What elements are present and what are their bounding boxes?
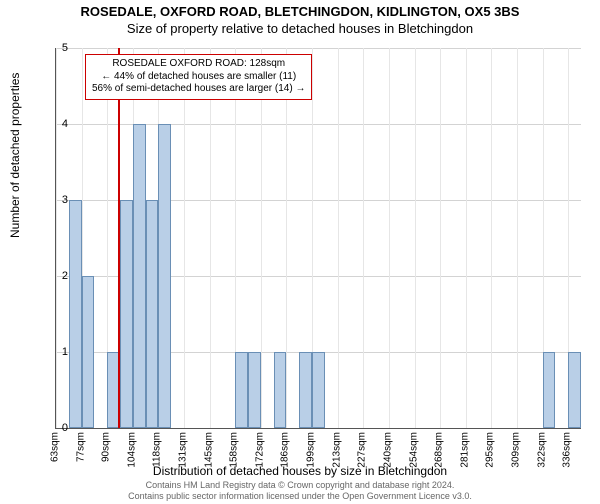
chart-area [55, 48, 580, 428]
x-tick-label: 63sqm [50, 432, 61, 462]
y-tick-label: 1 [48, 346, 68, 358]
gridline-v [286, 48, 287, 428]
footer-line2: Contains public sector information licen… [0, 491, 600, 502]
gridline-v [466, 48, 467, 428]
histogram-bar [299, 352, 312, 428]
x-tick-label: 118sqm [152, 432, 163, 467]
annotation-line1: ROSEDALE OXFORD ROAD: 128sqm [92, 58, 305, 71]
annotation-box: ROSEDALE OXFORD ROAD: 128sqm← 44% of det… [85, 54, 312, 100]
gridline-v [184, 48, 185, 428]
histogram-bar [568, 352, 581, 428]
x-tick-label: 281sqm [459, 432, 470, 468]
gridline-v [440, 48, 441, 428]
gridline-v [210, 48, 211, 428]
gridline-v [56, 48, 57, 428]
y-axis-label: Number of detached properties [8, 73, 22, 238]
histogram-bar [146, 200, 159, 428]
gridline-v [491, 48, 492, 428]
x-tick-label: 172sqm [254, 432, 265, 468]
histogram-bar [82, 276, 95, 428]
x-tick-label: 213sqm [331, 432, 342, 468]
x-tick-label: 240sqm [382, 432, 393, 468]
x-tick-label: 186sqm [280, 432, 291, 468]
y-tick-label: 3 [48, 194, 68, 206]
chart-title-secondary: Size of property relative to detached ho… [0, 21, 600, 36]
x-tick-label: 77sqm [75, 432, 86, 462]
x-tick-label: 90sqm [101, 432, 112, 462]
histogram-bar [248, 352, 261, 428]
gridline-v [517, 48, 518, 428]
y-tick-label: 5 [48, 42, 68, 54]
x-tick-label: 131sqm [178, 432, 189, 468]
gridline-v [415, 48, 416, 428]
x-tick-label: 309sqm [510, 432, 521, 468]
x-tick-label: 145sqm [203, 432, 214, 468]
gridline-v [338, 48, 339, 428]
histogram-bar [312, 352, 325, 428]
histogram-bar [133, 124, 146, 428]
histogram-bar [543, 352, 556, 428]
histogram-bar [235, 352, 248, 428]
chart-title-primary: ROSEDALE, OXFORD ROAD, BLETCHINGDON, KID… [0, 4, 600, 19]
x-tick-label: 322sqm [536, 432, 547, 468]
x-tick-label: 104sqm [126, 432, 137, 468]
y-tick-label: 2 [48, 270, 68, 282]
footer-line1: Contains HM Land Registry data © Crown c… [0, 480, 600, 491]
gridline-h [56, 48, 581, 49]
x-tick-label: 227sqm [357, 432, 368, 468]
gridline-v [363, 48, 364, 428]
histogram-bar [69, 200, 82, 428]
x-tick-label: 199sqm [306, 432, 317, 468]
annotation-line3: 56% of semi-detached houses are larger (… [92, 83, 305, 96]
gridline-v [261, 48, 262, 428]
annotation-line2: ← 44% of detached houses are smaller (11… [92, 71, 305, 84]
plot-region [55, 48, 581, 429]
x-tick-label: 295sqm [485, 432, 496, 468]
histogram-bar [158, 124, 171, 428]
histogram-bar [120, 200, 133, 428]
footer-attribution: Contains HM Land Registry data © Crown c… [0, 480, 600, 502]
y-tick-label: 4 [48, 118, 68, 130]
gridline-v [389, 48, 390, 428]
histogram-bar [274, 352, 287, 428]
property-marker-line [118, 48, 120, 428]
x-tick-label: 254sqm [408, 432, 419, 468]
x-tick-label: 158sqm [229, 432, 240, 468]
x-tick-label: 336sqm [562, 432, 573, 468]
x-tick-label: 268sqm [434, 432, 445, 468]
